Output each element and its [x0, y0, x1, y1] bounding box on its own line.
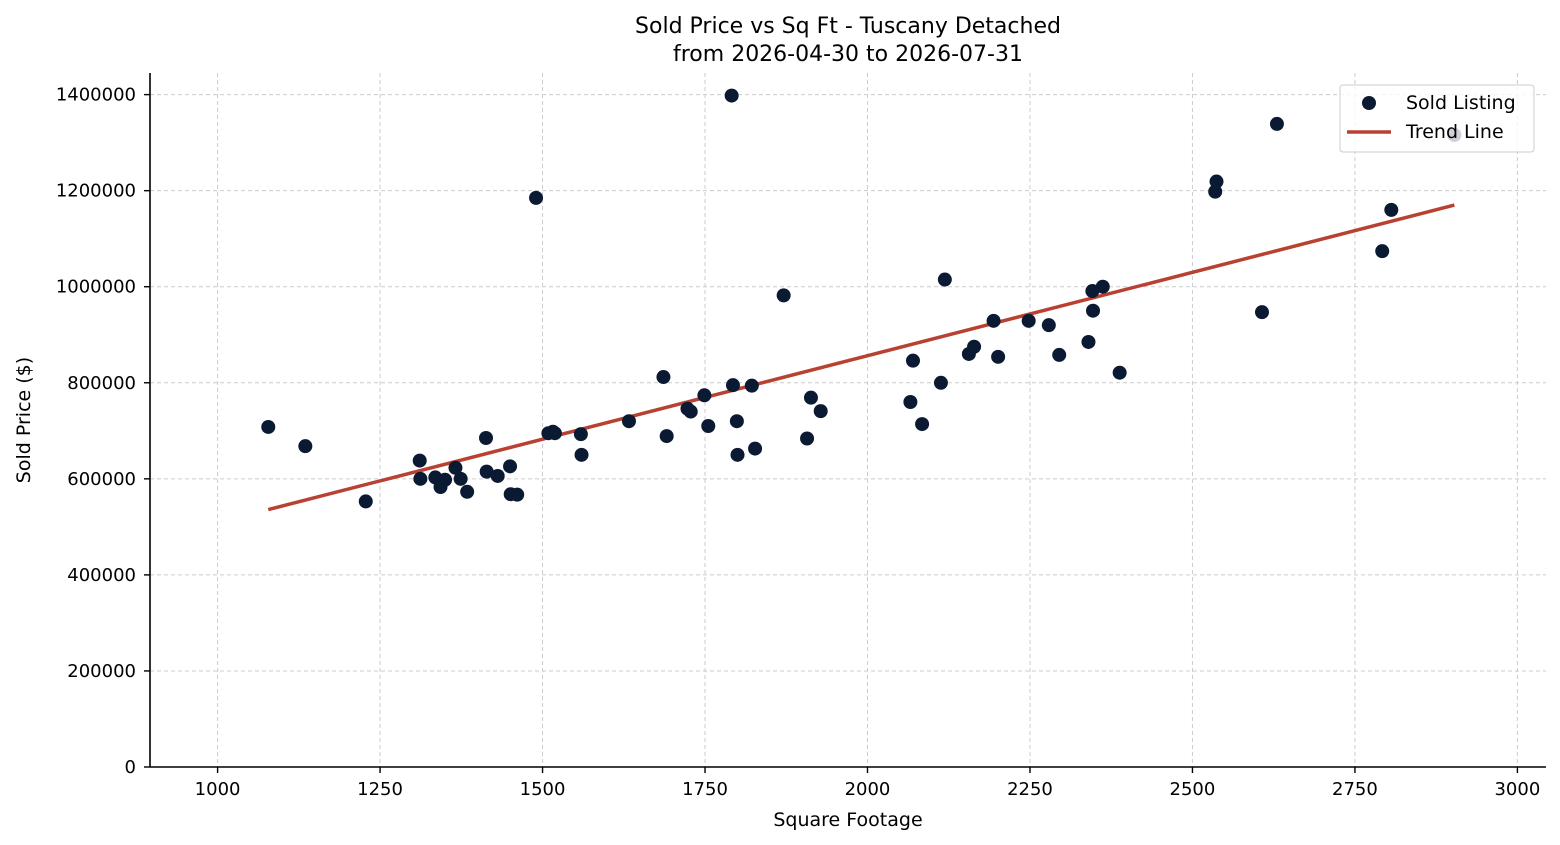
scatter-point	[800, 431, 815, 446]
scatter-point	[1269, 116, 1284, 131]
scatter-point	[748, 441, 763, 456]
scatter-point	[1021, 313, 1036, 328]
scatter-point	[448, 460, 463, 475]
tick-marks	[144, 93, 1519, 773]
y-tick-label: 1400000	[56, 85, 136, 106]
x-tick-label: 2250	[1007, 779, 1053, 800]
legend: Sold Listing Trend Line	[1339, 84, 1535, 153]
scatter-point	[573, 427, 588, 442]
y-tick-label: 600000	[67, 469, 136, 490]
scatter-point	[1081, 334, 1096, 349]
x-tick-label: 1000	[195, 779, 241, 800]
scatter-point	[744, 378, 759, 393]
y-tick-label: 400000	[67, 565, 136, 586]
legend-marker-sold-listing	[1362, 96, 1376, 110]
scatter-point	[730, 447, 745, 462]
scatter-point	[725, 378, 740, 393]
y-tick-label: 800000	[67, 373, 136, 394]
scatter-point	[261, 419, 276, 434]
scatter-point	[659, 429, 674, 444]
scatter-point	[991, 349, 1006, 364]
scatter-point	[1209, 174, 1224, 189]
scatter-point	[803, 390, 818, 405]
scatter-point	[412, 453, 427, 468]
grid-lines	[150, 73, 1546, 768]
scatter-point	[776, 288, 791, 303]
scatter-point	[701, 419, 716, 434]
x-tick-label: 2000	[845, 779, 891, 800]
scatter-point	[729, 414, 744, 429]
trend-line-layer	[267, 203, 1455, 512]
scatter-point	[986, 313, 1001, 328]
x-tick-label: 1500	[520, 779, 566, 800]
scatter-point	[1384, 202, 1399, 217]
scatter-point	[574, 447, 589, 462]
scatter-point	[905, 353, 920, 368]
scatter-point	[1254, 305, 1269, 320]
scatter-point	[413, 471, 428, 486]
legend-label-sold-listing: Sold Listing	[1406, 92, 1516, 114]
scatter-point	[656, 370, 671, 385]
scatter-point	[358, 494, 373, 509]
x-tick-label: 1250	[357, 779, 403, 800]
chart-title-line2: from 2026-04-30 to 2026-07-31	[673, 42, 1023, 67]
scatter-point	[453, 471, 468, 486]
scatter-point	[697, 388, 712, 403]
y-tick-label: 200000	[67, 661, 136, 682]
y-tick-label: 1200000	[56, 181, 136, 202]
scatter-point	[1375, 244, 1390, 259]
scatter-point	[547, 426, 562, 441]
y-tick-label: 1000000	[56, 277, 136, 298]
trend-line	[267, 203, 1455, 512]
scatter-point	[967, 339, 982, 354]
scatter-point	[915, 417, 930, 432]
x-axis-label: Square Footage	[773, 809, 922, 831]
scatter-point	[460, 484, 475, 499]
scatter-point	[937, 272, 952, 287]
scatter-point	[479, 431, 494, 446]
y-tick-label: 0	[125, 757, 136, 778]
scatter-point	[529, 190, 544, 205]
y-axis-label: Sold Price ($)	[13, 357, 35, 483]
scatter-points	[261, 88, 1462, 509]
scatter-point	[1041, 318, 1056, 333]
x-tick-label: 1750	[682, 779, 728, 800]
scatter-point	[510, 487, 525, 502]
scatter-point	[1086, 303, 1101, 318]
scatter-point	[903, 394, 918, 409]
scatter-point	[1052, 347, 1067, 362]
scatter-point	[813, 404, 828, 419]
legend-frame	[1339, 84, 1535, 153]
scatter-point	[438, 472, 453, 487]
scatter-point	[1112, 365, 1127, 380]
x-tick-label: 2750	[1332, 779, 1378, 800]
scatter-point	[933, 375, 948, 390]
scatter-point	[490, 468, 505, 483]
scatter-point	[683, 404, 698, 419]
scatter-point	[298, 439, 313, 454]
scatter-point	[503, 459, 518, 474]
scatter-point	[724, 88, 739, 103]
x-tick-label: 3000	[1494, 779, 1540, 800]
chart-title-line1: Sold Price vs Sq Ft - Tuscany Detached	[635, 14, 1061, 39]
axes	[149, 73, 1546, 768]
scatter-point	[479, 464, 494, 479]
scatter-point	[621, 414, 636, 429]
x-tick-label: 2500	[1170, 779, 1216, 800]
legend-label-trend-line: Trend Line	[1405, 121, 1504, 143]
scatter-point	[1095, 279, 1110, 294]
